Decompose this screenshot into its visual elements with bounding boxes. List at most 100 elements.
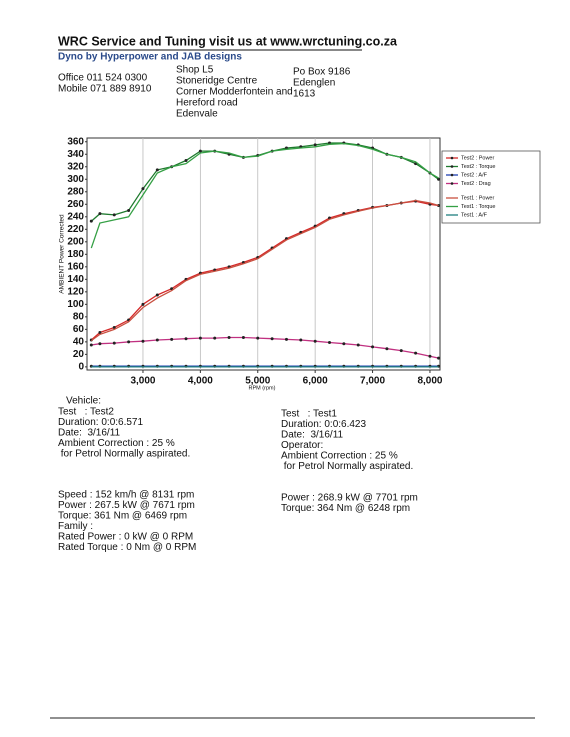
series-line — [91, 336, 439, 359]
y-tick-label: 60 — [73, 324, 85, 335]
test2-line: Duration: 0:0:6.571 — [58, 417, 143, 428]
postal-line: 1613 — [293, 89, 316, 100]
y-tick-label: 220 — [67, 224, 84, 235]
series-marker — [371, 345, 375, 349]
legend-label: Test2 : Torque — [461, 164, 495, 170]
series-marker — [127, 209, 131, 213]
series-marker — [385, 347, 389, 351]
y-tick-label: 140 — [67, 274, 84, 285]
address-line: Edenvale — [176, 109, 218, 120]
series-marker — [256, 336, 260, 340]
legend-label: Test2 : Power — [461, 155, 494, 161]
address-line: Stoneridge Centre — [176, 76, 258, 87]
legend-label: Test1 : A/F — [461, 212, 488, 218]
test1-line: Operator: — [281, 440, 323, 451]
series-marker — [89, 343, 93, 347]
test2-line: Ambient Correction : 25 % — [58, 438, 175, 449]
summary2-line: Rated Torque : 0 Nm @ 0 RPM — [58, 542, 196, 553]
legend-marker — [450, 156, 454, 160]
y-tick-label: 300 — [67, 174, 84, 185]
summary2-line: Power : 267.5 kW @ 7671 rpm — [58, 500, 195, 511]
series-marker — [399, 349, 403, 353]
summary2-line: Speed : 152 km/h @ 8131 rpm — [58, 490, 194, 501]
x-tick-label: 7,000 — [360, 376, 385, 387]
y-tick-label: 200 — [67, 236, 84, 247]
x-tick-label: 3,000 — [130, 376, 155, 387]
series-marker — [198, 149, 202, 153]
series-marker — [184, 159, 188, 163]
series-marker — [414, 351, 418, 355]
test1-line: Date: 3/16/11 — [281, 430, 344, 441]
legend-label: Test1 : Power — [461, 195, 494, 201]
series-marker — [428, 354, 432, 358]
legend-marker — [450, 182, 454, 185]
y-tick-label: 160 — [67, 261, 84, 272]
summary2-line: Family : — [58, 521, 93, 532]
address-line: Hereford road — [176, 98, 238, 109]
series-marker — [112, 325, 116, 329]
series-marker — [112, 213, 116, 217]
series-marker — [141, 339, 145, 343]
y-tick-label: 0 — [78, 362, 84, 373]
series-marker — [213, 336, 217, 340]
series-marker — [127, 340, 131, 344]
summary1-line: Power : 268.9 kW @ 7701 rpm — [281, 493, 418, 504]
series-marker — [299, 338, 303, 342]
legend-label: Test1 : Torque — [461, 204, 495, 210]
test1-line: Duration: 0:0:6.423 — [281, 419, 366, 430]
y-tick-label: 40 — [73, 337, 85, 348]
legend-label: Test2 : Drag — [461, 181, 491, 187]
header-subtitle: Dyno by Hyperpower and JAB designs — [58, 52, 242, 63]
series-marker — [313, 143, 317, 147]
series-marker — [227, 335, 231, 339]
series-marker — [328, 340, 332, 344]
contact-line: Mobile 071 889 8910 — [58, 84, 152, 95]
y-tick-label: 20 — [73, 349, 85, 360]
legend-box — [441, 150, 541, 224]
y-tick-label: 80 — [73, 311, 85, 322]
y-tick-label: 280 — [67, 186, 84, 197]
y-tick-label: 340 — [67, 149, 84, 160]
series-marker — [198, 336, 202, 340]
vehicle-label: Vehicle: — [66, 396, 101, 407]
y-axis-label: AMBIENT Power Corrected — [59, 214, 66, 294]
series-marker — [141, 302, 145, 306]
series-marker — [241, 335, 245, 339]
series-marker — [155, 293, 159, 297]
series-marker — [313, 339, 317, 343]
legend-label: Test2 : A/F — [461, 172, 488, 178]
series-marker — [98, 342, 102, 346]
series-marker — [270, 337, 274, 341]
series-marker — [112, 341, 116, 345]
series-line — [90, 199, 439, 342]
y-tick-label: 120 — [67, 286, 84, 297]
y-tick-label: 100 — [67, 299, 84, 310]
series-marker — [342, 342, 346, 346]
x-tick-label: 6,000 — [303, 376, 328, 387]
y-tick-label: 360 — [67, 136, 84, 147]
series-marker — [141, 187, 145, 191]
test2-line: Test : Test2 — [58, 407, 114, 418]
y-tick-label: 240 — [67, 211, 84, 222]
postal-line: Edenglen — [293, 78, 335, 89]
postal-line: Po Box 9186 — [293, 67, 351, 78]
series-marker — [184, 337, 188, 341]
summary2-line: Torque: 361 Nm @ 6469 rpm — [58, 511, 187, 522]
summary1-line: Torque: 364 Nm @ 6248 rpm — [281, 503, 410, 514]
test1-line: Test : Test1 — [281, 409, 337, 420]
summary2-line: Rated Power : 0 kW @ 0 RPM — [58, 532, 193, 543]
series-marker — [98, 330, 102, 334]
series-marker — [170, 337, 174, 341]
test1-line: Ambient Correction : 25 % — [281, 451, 398, 462]
series-line — [90, 142, 439, 249]
contact-line: Office 011 524 0300 — [58, 73, 148, 84]
test1-line: for Petrol Normally aspirated. — [281, 461, 413, 472]
x-tick-label: 5,000 — [245, 376, 270, 387]
x-axis-label: RPM (rpm) — [249, 385, 276, 391]
series-marker — [437, 356, 441, 360]
x-tick-label: 8,000 — [417, 376, 442, 387]
header-title: WRC Service and Tuning visit us at www.w… — [58, 34, 398, 48]
test2-line: for Petrol Normally aspirated. — [58, 449, 190, 460]
y-tick-label: 180 — [67, 249, 84, 260]
